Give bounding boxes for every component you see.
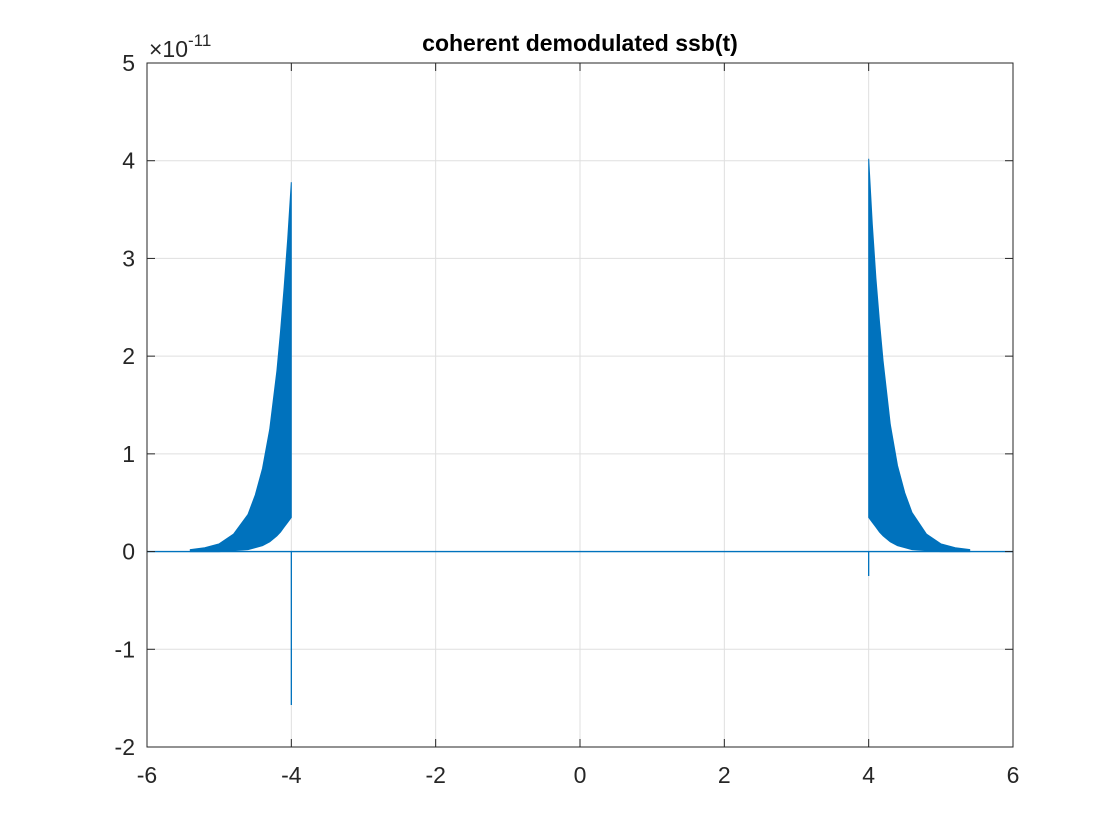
x-tick-label: 0 — [574, 762, 587, 788]
y-tick-label: 1 — [122, 441, 135, 467]
y-tick-label: 0 — [122, 539, 135, 565]
x-tick-label: 4 — [862, 762, 875, 788]
axes: -6 -4 -2 0 2 4 6 -2 -1 0 1 2 3 4 5 ×10-11 — [115, 31, 1020, 788]
x-tick-label: 2 — [718, 762, 731, 788]
y-tick-label: -1 — [115, 636, 135, 662]
x-tick-label: -2 — [425, 762, 445, 788]
y-axis-multiplier: ×10-11 — [149, 31, 211, 62]
y-axis-multiplier-exponent: -11 — [188, 31, 211, 50]
y-tick-label: 5 — [122, 50, 135, 76]
series-envelope-left — [189, 182, 292, 553]
x-tick-label: -4 — [281, 762, 302, 788]
y-tick-label: 3 — [122, 245, 135, 271]
chart-title: coherent demodulated ssb(t) — [422, 30, 738, 56]
y-tick-label: -2 — [115, 734, 135, 760]
x-tick-label: 6 — [1007, 762, 1020, 788]
x-tick-label: -6 — [137, 762, 157, 788]
y-axis-multiplier-base: ×10 — [149, 36, 188, 62]
y-tick-label: 2 — [122, 343, 135, 369]
y-tick-label: 4 — [122, 148, 135, 174]
